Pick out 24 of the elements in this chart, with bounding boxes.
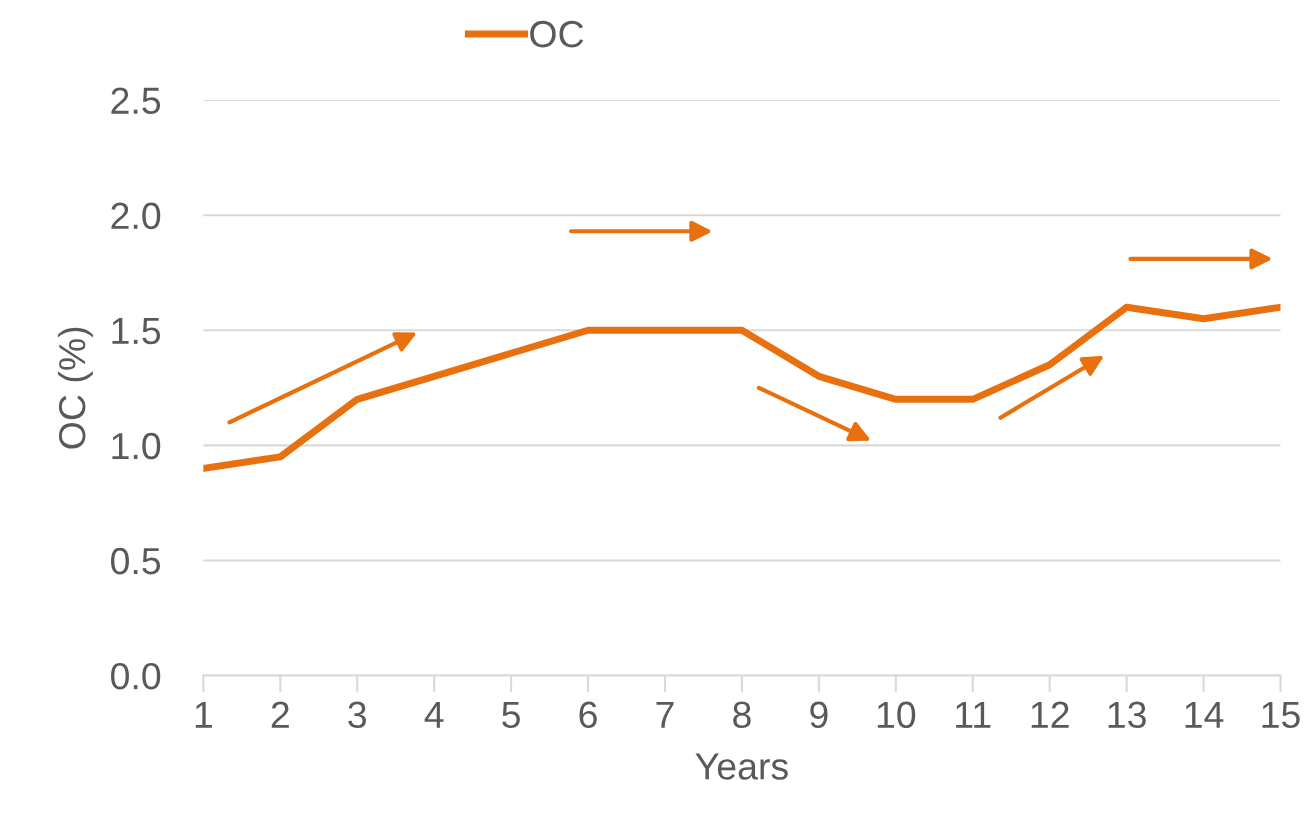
y-tick-label: 2.0 — [111, 202, 161, 230]
x-tick-label: 7 — [656, 701, 674, 728]
y-tick-label: 0.5 — [111, 547, 161, 575]
y-tick-label: 1.0 — [112, 432, 161, 460]
x-tick-label: 15 — [1262, 701, 1300, 729]
x-tick-label: 8 — [733, 701, 751, 729]
x-tick-label: 10 — [877, 701, 916, 729]
x-tick-label: 3 — [348, 701, 367, 729]
x-tick-label: 9 — [810, 701, 828, 729]
legend-label: OC — [530, 20, 584, 48]
x-tick-label: 14 — [1185, 701, 1224, 728]
y-tick-label: 0.0 — [111, 662, 161, 690]
x-tick-label: 5 — [502, 701, 520, 729]
x-tick-label: 4 — [424, 701, 444, 728]
y-tick-label: 1.5 — [112, 318, 161, 345]
x-axis-title: Years — [695, 753, 788, 780]
x-tick-label: 11 — [956, 701, 991, 728]
x-tick-label: 12 — [1031, 701, 1069, 728]
x-tick-label: 13 — [1108, 701, 1146, 729]
x-tick-label: 1 — [195, 701, 212, 728]
x-tick-label: 6 — [579, 701, 597, 729]
y-axis-title: OC (%) — [57, 327, 93, 449]
x-tick-label: 2 — [271, 701, 289, 728]
y-tick-label: 2.5 — [111, 87, 161, 115]
